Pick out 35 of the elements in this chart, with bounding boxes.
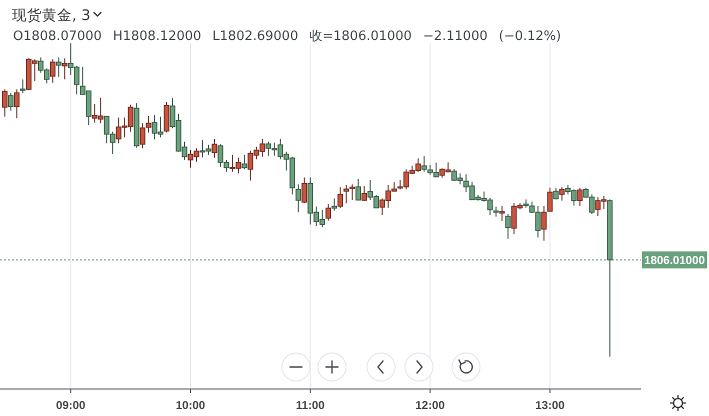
candlestick [338,186,344,209]
candlestick [20,78,26,94]
chart-title: 现货黄金, 3 [12,7,90,24]
candlestick [559,186,565,202]
candlestick [541,205,547,242]
candlestick [56,56,62,78]
x-tick-label: 13:00 [535,400,565,412]
candlestick [326,204,332,222]
x-tick-label: 11:00 [296,400,325,412]
candlestick [355,178,361,202]
candlestick [212,138,218,158]
candlestick [547,187,553,212]
candlestick [361,185,367,202]
candlestick [421,156,427,172]
candlestick [553,187,559,200]
candlestick [146,116,152,134]
candlestick [302,176,308,204]
text: 1806.01000 [644,254,705,267]
x-tick-label: 12:00 [415,400,445,412]
candlestick [332,198,338,212]
candlestick [505,214,511,240]
x-tick-label: 10:00 [176,400,206,412]
chart-subtitle: O1808.07000 H1808.12000 L1802.69000 收=1806.01000 −2.11000 (−0.12%) [13,29,562,44]
candlestick [62,58,68,80]
candlestick [296,184,302,213]
candlestick [577,187,583,206]
candlestick [2,88,8,118]
candlestick [8,92,14,112]
candlestick [14,88,20,119]
candlestick [493,206,499,218]
candlestick [242,154,248,170]
candlestick [50,58,56,84]
candlestick [140,122,146,149]
x-tick-label: 09:00 [56,400,86,412]
candlestick [499,205,505,222]
